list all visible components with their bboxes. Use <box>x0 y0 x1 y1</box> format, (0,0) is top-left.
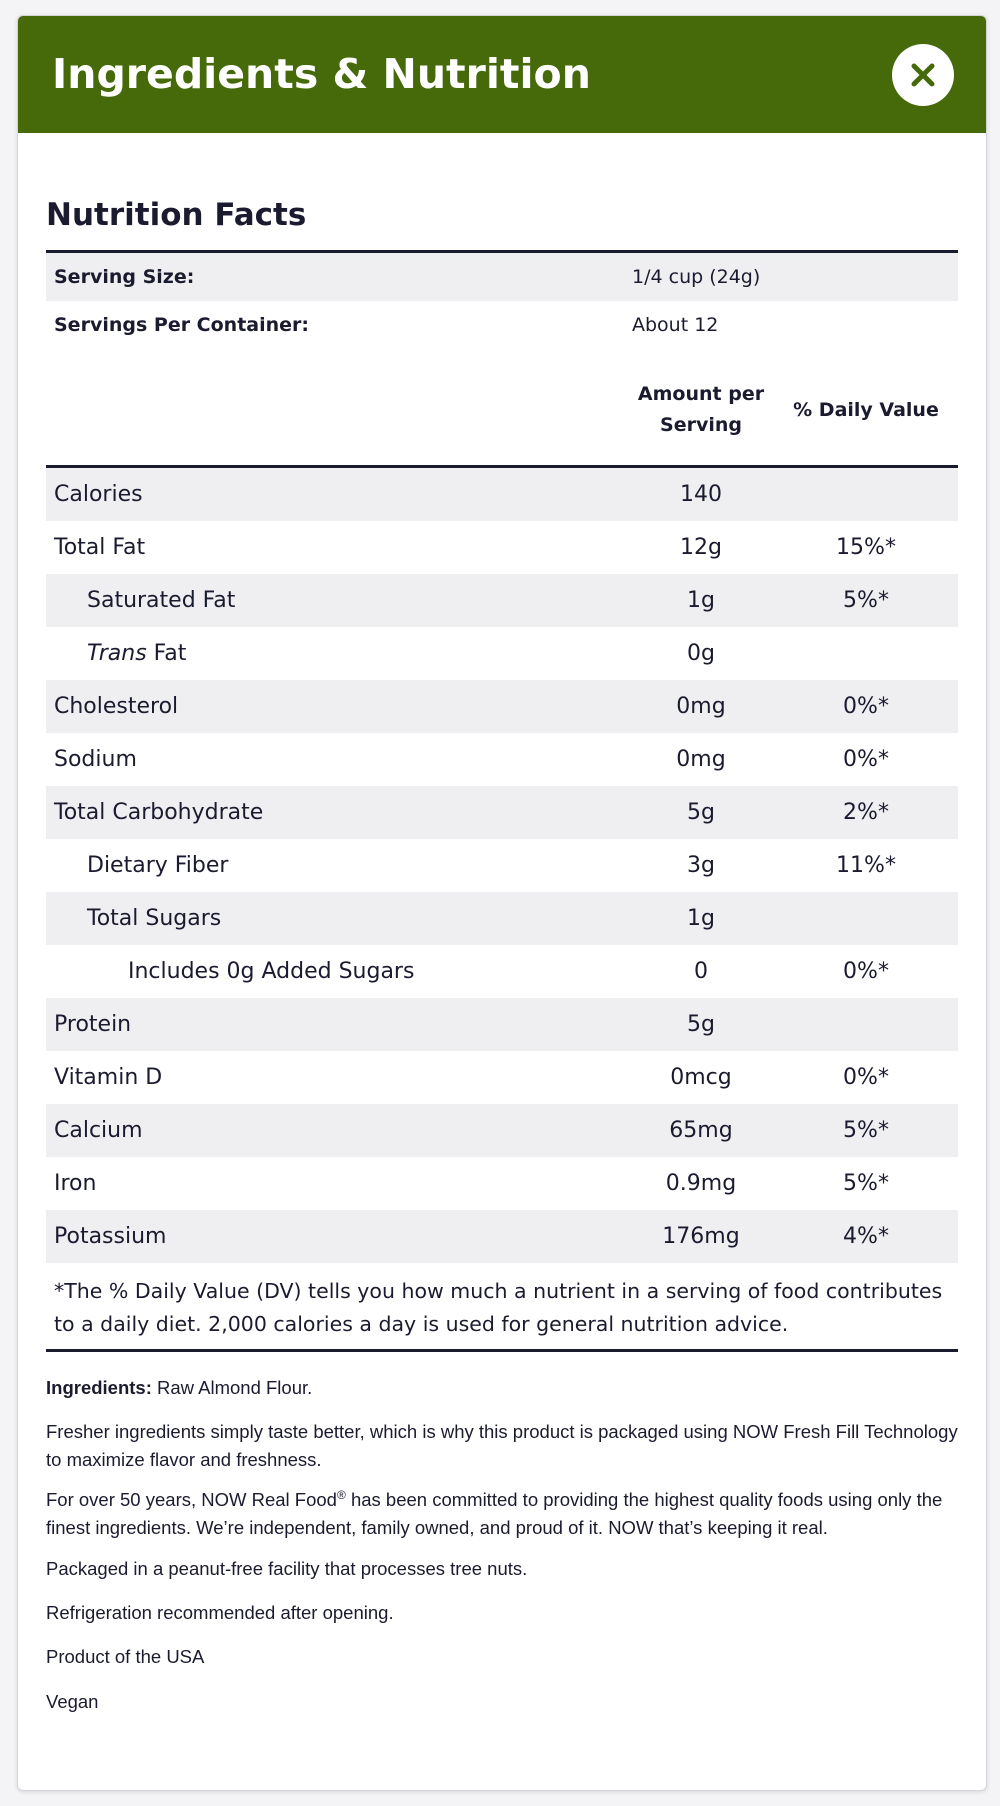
real-food-text-continued: has been committed to providing the high… <box>46 1489 943 1538</box>
table-row: Calories 140 <box>46 468 958 521</box>
divider <box>46 250 958 253</box>
nutrient-daily-value: 5%* <box>843 1171 889 1196</box>
info-paragraph-fresh-fill: Fresher ingredients simply taste better,… <box>46 1421 958 1470</box>
nutrient-amount: 0 <box>694 959 708 984</box>
table-row: Trans Fat 0g <box>46 627 958 680</box>
column-header-amount-line2: Serving <box>660 414 742 436</box>
nutrient-amount: 1g <box>687 906 715 931</box>
nutrient-amount: 0mg <box>676 747 726 772</box>
nutrient-name: Vitamin D <box>54 1065 163 1090</box>
nutrient-amount: 5g <box>687 1012 715 1037</box>
nutrient-amount: 3g <box>687 853 715 878</box>
real-food-text: For over 50 years, NOW Real Food <box>46 1489 337 1510</box>
table-row: Total Carbohydrate 5g 2%* <box>46 786 958 839</box>
nutrient-amount: 140 <box>680 482 722 507</box>
info-paragraph-origin: Product of the USA <box>46 1646 205 1667</box>
nutrient-amount: 65mg <box>669 1118 733 1143</box>
nutrient-name: Total Carbohydrate <box>54 800 264 825</box>
ingredients-line: Ingredients: Raw Almond Flour. <box>46 1374 958 1402</box>
divider <box>46 1349 958 1352</box>
nutrient-name: Protein <box>54 1012 132 1037</box>
nutrient-name-text: Fat <box>153 641 187 666</box>
nutrient-name: Total Fat <box>54 535 146 560</box>
modal-header: Ingredients & Nutrition <box>18 16 986 133</box>
nutrient-daily-value: 0%* <box>843 747 889 772</box>
table-row: Dietary Fiber 3g 11%* <box>46 839 958 892</box>
table-row: Total Fat 12g 15%* <box>46 521 958 574</box>
table-row: Cholesterol 0mg 0%* <box>46 680 958 733</box>
info-paragraph-real-food: For over 50 years, NOW Real Food® has be… <box>46 1486 958 1542</box>
serving-size-row: Serving Size: 1/4 cup (24g) <box>46 253 958 301</box>
table-row: Total Sugars 1g <box>46 892 958 945</box>
nutrient-daily-value: 0%* <box>843 959 889 984</box>
serving-size-label: Serving Size: <box>54 266 195 288</box>
nutrient-name: Iron <box>54 1171 97 1196</box>
nutrition-facts-title: Nutrition Facts <box>46 197 307 233</box>
column-header-amount: Amount per Serving <box>601 379 801 441</box>
table-row: Calcium 65mg 5%* <box>46 1104 958 1157</box>
nutrient-daily-value: 4%* <box>843 1224 889 1249</box>
table-row: Saturated Fat 1g 5%* <box>46 574 958 627</box>
nutrient-name: Sodium <box>54 747 137 772</box>
nutrient-daily-value: 5%* <box>843 1118 889 1143</box>
column-header-amount-line1: Amount per <box>637 383 765 405</box>
nutrient-daily-value: 11%* <box>836 853 896 878</box>
nutrient-amount: 12g <box>680 535 722 560</box>
close-button[interactable] <box>892 44 954 106</box>
table-row: Potassium 176mg 4%* <box>46 1210 958 1263</box>
column-header-daily-value: % Daily Value <box>793 399 939 421</box>
table-row: Protein 5g <box>46 998 958 1051</box>
table-row: Vitamin D 0mcg 0%* <box>46 1051 958 1104</box>
table-header: Amount per Serving % Daily Value <box>46 369 958 453</box>
nutrient-name: Cholesterol <box>54 694 179 719</box>
nutrient-daily-value: 0%* <box>843 1065 889 1090</box>
nutrient-daily-value: 0%* <box>843 694 889 719</box>
nutrient-daily-value: 5%* <box>843 588 889 613</box>
nutrient-amount: 176mg <box>662 1224 740 1249</box>
modal-title: Ingredients & Nutrition <box>52 50 591 98</box>
ingredients-label: Ingredients: <box>46 1377 152 1398</box>
nutrient-amount: 0mg <box>676 694 726 719</box>
servings-per-container-label: Servings Per Container: <box>54 314 310 336</box>
nutrient-name: Potassium <box>54 1224 167 1249</box>
info-paragraph-vegan: Vegan <box>46 1691 99 1712</box>
nutrient-amount: 0g <box>687 641 715 666</box>
nutrient-name: Dietary Fiber <box>87 853 229 878</box>
nutrient-name: Includes 0g Added Sugars <box>128 959 415 984</box>
info-paragraph-refrigeration: Refrigeration recommended after opening. <box>46 1602 394 1623</box>
nutrient-name: Trans Fat <box>87 627 186 680</box>
nutrient-name: Calcium <box>54 1118 143 1143</box>
nutrient-amount: 1g <box>687 588 715 613</box>
close-icon <box>911 63 935 87</box>
servings-per-container-row: Servings Per Container: About 12 <box>46 301 958 349</box>
nutrient-amount: 0mcg <box>670 1065 732 1090</box>
nutrient-daily-value: 15%* <box>836 535 896 560</box>
nutrient-amount: 5g <box>687 800 715 825</box>
divider <box>46 465 958 468</box>
table-row: Sodium 0mg 0%* <box>46 733 958 786</box>
nutrition-modal: Ingredients & Nutrition Nutrition Facts … <box>17 15 987 1791</box>
nutrient-name: Saturated Fat <box>87 588 236 613</box>
nutrient-name: Calories <box>54 482 143 507</box>
nutrient-name-prefix: Trans <box>87 641 147 666</box>
table-row: Iron 0.9mg 5%* <box>46 1157 958 1210</box>
nutrient-daily-value: 2%* <box>843 800 889 825</box>
nutrient-amount: 0.9mg <box>665 1171 737 1196</box>
daily-value-footnote: *The % Daily Value (DV) tells you how mu… <box>54 1279 943 1336</box>
registered-mark: ® <box>336 1487 346 1502</box>
ingredients-value: Raw Almond Flour. <box>151 1377 313 1398</box>
table-row: Includes 0g Added Sugars 0 0%* <box>46 945 958 998</box>
nutrient-table: Calories 140 Total Fat 12g 15%* Saturated Fat… <box>46 468 958 1263</box>
servings-per-container-value: About 12 <box>632 314 719 336</box>
nutrient-name: Total Sugars <box>87 906 222 931</box>
serving-size-value: 1/4 cup (24g) <box>632 266 761 288</box>
info-paragraph-facility: Packaged in a peanut-free facility that … <box>46 1558 528 1579</box>
